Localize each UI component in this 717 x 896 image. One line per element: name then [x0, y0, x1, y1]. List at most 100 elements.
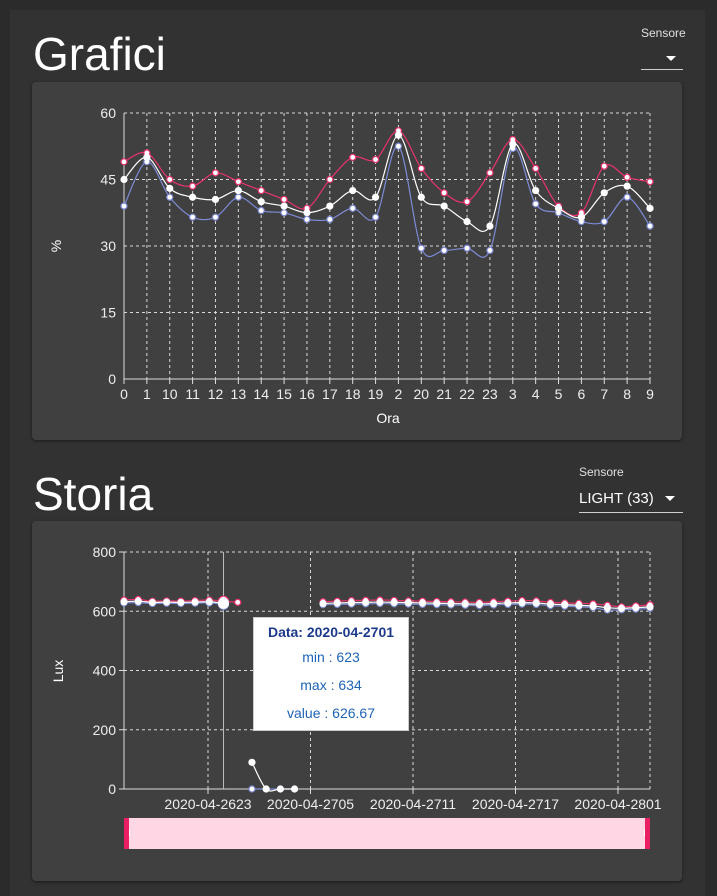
x-tick-label: 22 — [459, 386, 475, 402]
avg-point — [646, 603, 654, 611]
avg-point — [463, 218, 471, 226]
min-point — [349, 204, 357, 212]
avg-point — [417, 193, 425, 201]
min-point — [303, 215, 311, 223]
y-tick-label: 30 — [100, 238, 116, 254]
avg-point — [404, 599, 412, 607]
x-tick-label: 4 — [532, 386, 540, 402]
avg-point — [166, 184, 174, 192]
slider-right-handle[interactable] — [644, 830, 645, 836]
avg-point — [205, 598, 213, 606]
x-tick-label: 18 — [345, 386, 361, 402]
zoom-range-slider[interactable] — [124, 818, 650, 849]
avg-point — [120, 598, 128, 606]
y-tick-label: 400 — [93, 663, 117, 679]
min-point — [248, 785, 256, 793]
min-point — [646, 222, 654, 230]
min-point — [623, 193, 631, 201]
avg-point — [575, 601, 583, 609]
avg-point — [461, 600, 469, 608]
avg-series-line — [123, 134, 651, 232]
min-point — [234, 193, 242, 201]
avg-point — [362, 598, 370, 606]
avg-point — [280, 202, 288, 210]
avg-point — [589, 602, 597, 610]
x-tick-label: 11 — [185, 386, 200, 402]
min-point — [600, 218, 608, 226]
avg-point — [234, 186, 242, 195]
max-point — [257, 186, 265, 195]
x-tick-label: 3 — [509, 386, 517, 402]
x-tick-label: 23 — [482, 386, 498, 402]
x-tick-label: 10 — [162, 386, 178, 402]
avg-point — [349, 186, 357, 195]
x-tick-label: 0 — [120, 386, 128, 402]
avg-point — [376, 598, 384, 606]
avg-point — [546, 600, 555, 608]
avg-point — [554, 204, 563, 212]
min-point — [189, 213, 197, 221]
avg-point — [418, 599, 427, 607]
storia-sensor-field[interactable]: LIGHT (33) — [579, 488, 683, 513]
slider-left-handle[interactable] — [129, 830, 130, 836]
x-tick-label: 7 — [600, 386, 608, 402]
y-tick-label: 15 — [100, 305, 116, 321]
chevron-down-icon — [665, 496, 675, 501]
max-point — [280, 195, 288, 204]
avg-point — [347, 599, 356, 607]
avg-point — [617, 604, 626, 612]
y-tick-label: 600 — [93, 603, 117, 619]
min-point — [120, 202, 128, 210]
x-tick-label: 2020-04-2705 — [267, 796, 354, 812]
storia-title: Storia — [33, 468, 154, 520]
x-tick-label: 19 — [368, 386, 384, 402]
grafici-sensor-label: Sensore — [641, 26, 686, 40]
x-axis-title: Ora — [376, 410, 400, 426]
avg-point — [486, 222, 494, 230]
avg-point — [303, 209, 311, 217]
max-point — [371, 155, 380, 164]
min-point — [440, 246, 448, 255]
y-tick-label: 60 — [100, 105, 116, 121]
grafici-sensor-field[interactable] — [641, 48, 683, 70]
y-tick-label: 800 — [93, 544, 117, 560]
x-tick-label: 21 — [436, 386, 452, 402]
min-point — [280, 209, 288, 217]
avg-point — [257, 198, 265, 206]
chart-tooltip: Data: 2020-04-2701 min : 623 max : 634 v… — [253, 617, 409, 731]
x-tick-label: 14 — [253, 386, 269, 402]
avg-point — [440, 202, 448, 210]
min-point — [257, 206, 265, 215]
grafici-chart-card: 60 45 30 15 0 0 1 10 11 12 13 14 15 16 17 18 19 2 20 21 22 23… — [32, 82, 682, 440]
x-tick-label: 12 — [208, 386, 224, 402]
avg-point — [371, 193, 380, 201]
x-tick-label: 2 — [395, 386, 403, 402]
x-tick-label: 16 — [299, 386, 315, 402]
x-tick-label: 1 — [143, 386, 151, 402]
x-tick-label: 5 — [555, 386, 563, 402]
avg-point — [475, 600, 484, 608]
avg-point — [211, 195, 220, 204]
storia-sensor-value: LIGHT (33) — [579, 490, 654, 507]
avg-point — [632, 604, 640, 612]
storia-sensor-select[interactable]: Sensore LIGHT (33) — [579, 464, 683, 514]
tooltip-min: min : 623 — [302, 649, 360, 665]
avg-point — [447, 599, 455, 608]
x-tick-label: 8 — [623, 386, 631, 402]
min-point — [532, 200, 540, 208]
y-tick-label: 0 — [108, 781, 116, 797]
tooltip-max: max : 634 — [300, 677, 362, 693]
max-point — [120, 158, 128, 166]
y-tick-label: 200 — [93, 722, 117, 738]
y-axis-title: % — [48, 240, 64, 252]
min-point — [326, 215, 334, 223]
avg-point — [600, 189, 608, 197]
x-tick-label: 6 — [577, 386, 585, 402]
min-point — [166, 193, 174, 201]
max-point — [463, 198, 471, 206]
grafici-sensor-select[interactable]: Sensore — [641, 24, 686, 72]
avg-point — [177, 598, 185, 606]
y-tick-label: 0 — [108, 371, 116, 387]
min-point — [394, 142, 403, 150]
x-tick-label: 17 — [322, 386, 338, 402]
